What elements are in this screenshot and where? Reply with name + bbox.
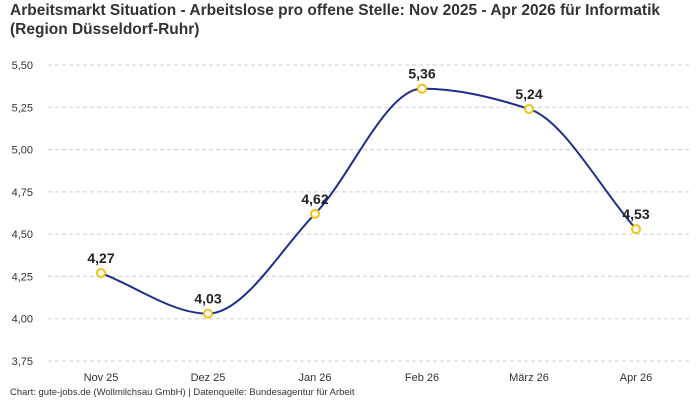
x-tick-label: Dez 25 — [191, 372, 226, 384]
y-tick-label: 4,50 — [12, 229, 33, 241]
grid-lines — [48, 64, 690, 362]
data-point — [417, 83, 427, 94]
chart-title: Arbeitsmarkt Situation - Arbeitslose pro… — [10, 2, 661, 38]
data-point — [310, 208, 320, 219]
y-tick-label: 3,75 — [12, 356, 33, 368]
data-point — [203, 308, 213, 319]
y-axis: 3,75 4,00 4,25 4,50 4,75 5,00 5,25 5,50 — [12, 60, 33, 368]
x-tick-label: Nov 25 — [84, 372, 119, 384]
y-tick-label: 5,00 — [12, 145, 33, 157]
x-tick-label: Feb 26 — [405, 372, 439, 384]
data-label: 5,24 — [515, 86, 542, 102]
x-tick-label: März 26 — [509, 372, 549, 384]
y-tick-label: 4,25 — [12, 271, 33, 283]
x-tick-label: Jan 26 — [298, 372, 331, 384]
series-line — [100, 87, 637, 315]
data-labels: 4,27 4,03 4,62 5,36 5,24 4,53 — [87, 66, 649, 307]
y-tick-label: 4,00 — [12, 314, 33, 326]
chart-caption: Chart: gute-jobs.de (Wollmilchsau GmbH) … — [10, 387, 355, 398]
y-tick-label: 5,25 — [12, 102, 33, 114]
x-axis: Nov 25 Dez 25 Jan 26 Feb 26 März 26 Apr 26 — [84, 372, 653, 384]
data-label: 4,27 — [87, 250, 114, 266]
data-label: 5,36 — [408, 66, 435, 82]
data-label: 4,53 — [622, 206, 649, 222]
data-point — [524, 103, 534, 114]
y-tick-label: 5,50 — [12, 60, 33, 72]
data-point — [96, 268, 106, 279]
series-path — [100, 87, 637, 315]
data-label: 4,62 — [301, 191, 328, 207]
y-tick-label: 4,75 — [12, 187, 33, 199]
x-tick-label: Apr 26 — [620, 372, 652, 384]
data-point — [631, 224, 641, 235]
data-label: 4,03 — [194, 291, 221, 307]
data-points — [96, 83, 641, 319]
